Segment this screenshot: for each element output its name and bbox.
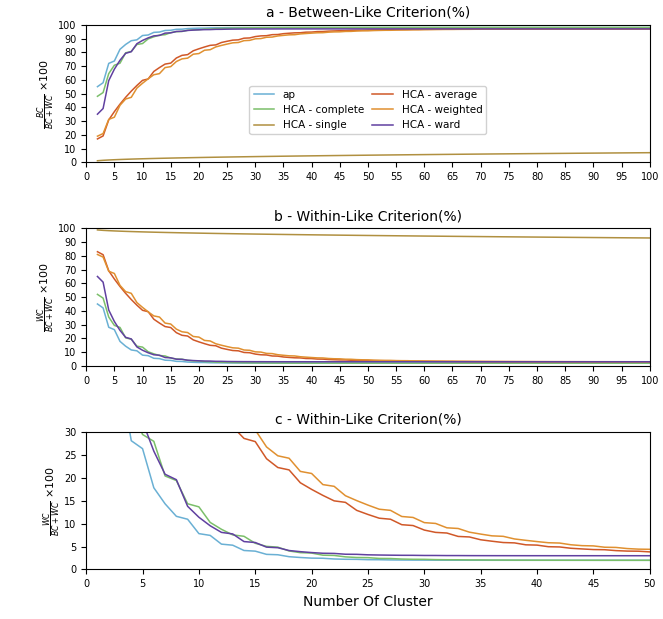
Title: c - Within-Like Criterion(%): c - Within-Like Criterion(%) — [274, 413, 461, 426]
HCA - average — [381, 26, 389, 33]
HCA - complete — [381, 24, 389, 31]
Y-axis label: $\frac{WC}{BC+WC}$ ×100: $\frac{WC}{BC+WC}$ ×100 — [41, 465, 62, 536]
HCA - complete — [607, 24, 615, 31]
HCA - average — [623, 25, 631, 33]
ap — [426, 24, 434, 31]
Line: HCA - weighted: HCA - weighted — [97, 29, 655, 136]
HCA - average — [607, 25, 615, 33]
HCA - average — [200, 43, 208, 51]
Line: ap: ap — [97, 27, 655, 87]
HCA - single — [381, 151, 389, 158]
HCA - ward — [651, 25, 659, 33]
ap — [623, 24, 631, 31]
HCA - single — [607, 149, 615, 157]
ap — [607, 24, 615, 31]
ap — [200, 24, 208, 32]
HCA - complete — [651, 24, 659, 31]
HCA - ward — [426, 25, 434, 33]
ap — [381, 24, 389, 31]
HCA - ward — [381, 25, 389, 33]
HCA - ward — [93, 110, 101, 118]
HCA - weighted — [426, 26, 434, 33]
ap — [93, 83, 101, 90]
Line: HCA - ward: HCA - ward — [97, 29, 655, 114]
HCA - single — [200, 154, 208, 161]
HCA - average — [93, 135, 101, 142]
HCA - complete — [426, 24, 434, 31]
HCA - weighted — [93, 132, 101, 140]
Line: HCA - single: HCA - single — [97, 153, 655, 161]
HCA - ward — [623, 25, 631, 33]
HCA - complete — [93, 93, 101, 100]
Line: HCA - complete: HCA - complete — [97, 27, 655, 97]
HCA - average — [223, 38, 231, 45]
Y-axis label: $\frac{WC}{BC+WC}$ ×100: $\frac{WC}{BC+WC}$ ×100 — [35, 262, 57, 332]
HCA - ward — [200, 26, 208, 33]
HCA - weighted — [223, 40, 231, 48]
HCA - complete — [200, 25, 208, 33]
HCA - complete — [223, 25, 231, 32]
HCA - weighted — [607, 25, 615, 33]
ap — [223, 24, 231, 32]
HCA - weighted — [381, 27, 389, 34]
HCA - ward — [607, 25, 615, 33]
HCA - single — [623, 149, 631, 157]
HCA - complete — [623, 24, 631, 31]
X-axis label: Number Of Cluster: Number Of Cluster — [303, 595, 433, 608]
HCA - weighted — [651, 25, 659, 33]
HCA - average — [651, 25, 659, 33]
Line: HCA - average: HCA - average — [97, 29, 655, 139]
HCA - average — [426, 25, 434, 33]
HCA - single — [426, 151, 434, 158]
Y-axis label: $\frac{BC}{BC+WC}$ ×100: $\frac{BC}{BC+WC}$ ×100 — [35, 58, 57, 129]
HCA - ward — [223, 25, 231, 33]
HCA - weighted — [200, 46, 208, 54]
Title: a - Between-Like Criterion(%): a - Between-Like Criterion(%) — [266, 6, 470, 19]
ap — [651, 24, 659, 31]
HCA - single — [651, 149, 659, 157]
Legend: ap, HCA - complete, HCA - single, HCA - average, HCA - weighted, HCA - ward: ap, HCA - complete, HCA - single, HCA - … — [249, 85, 487, 134]
HCA - weighted — [623, 25, 631, 33]
Title: b - Within-Like Criterion(%): b - Within-Like Criterion(%) — [274, 209, 462, 223]
HCA - single — [93, 157, 101, 165]
HCA - single — [223, 154, 231, 161]
